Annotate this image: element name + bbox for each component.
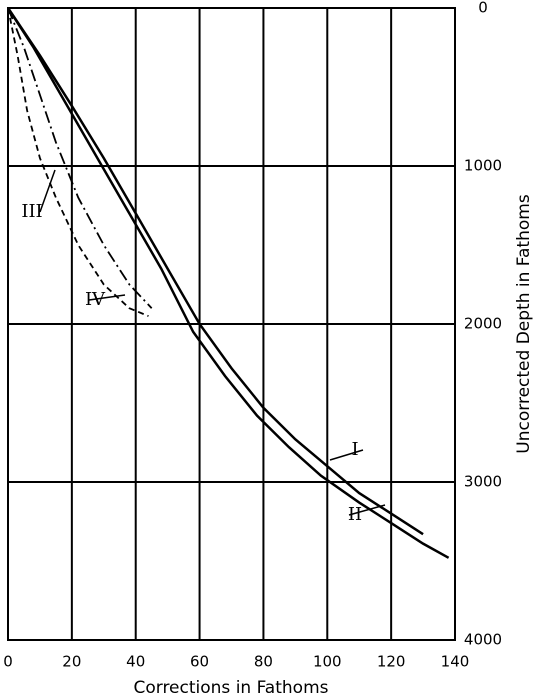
y-tick-label: 3000 <box>464 473 502 491</box>
x-tick-label: 20 <box>62 653 81 671</box>
y-tick-label: 1000 <box>464 157 502 175</box>
y-tick-label: 2000 <box>464 315 502 333</box>
y-tick-label: 4000 <box>464 631 502 649</box>
series-line <box>6 7 450 559</box>
x-tick-label: 0 <box>3 653 13 671</box>
x-tick-label: 80 <box>254 653 273 671</box>
series-line <box>6 7 424 536</box>
x-tick-label: 40 <box>126 653 145 671</box>
label-leader <box>329 449 364 461</box>
series-label: I <box>351 439 358 460</box>
x-tick-label: 140 <box>441 653 470 671</box>
x-tick-label: 60 <box>190 653 209 671</box>
x-tick-label: 100 <box>313 653 342 671</box>
series-line <box>7 7 149 317</box>
label-leader <box>39 169 56 213</box>
series-line <box>7 7 153 309</box>
label-leader <box>348 504 386 516</box>
x-axis-label: Corrections in Fathoms <box>133 678 328 698</box>
label-leader <box>88 294 126 301</box>
series-label: III <box>21 201 42 222</box>
series-label: IV <box>85 289 106 310</box>
y-axis-label: Uncorrected Depth in Fathoms <box>514 194 534 454</box>
series-label: II <box>348 504 362 525</box>
y-tick-label: 0 <box>478 0 488 17</box>
x-tick-label: 120 <box>377 653 406 671</box>
